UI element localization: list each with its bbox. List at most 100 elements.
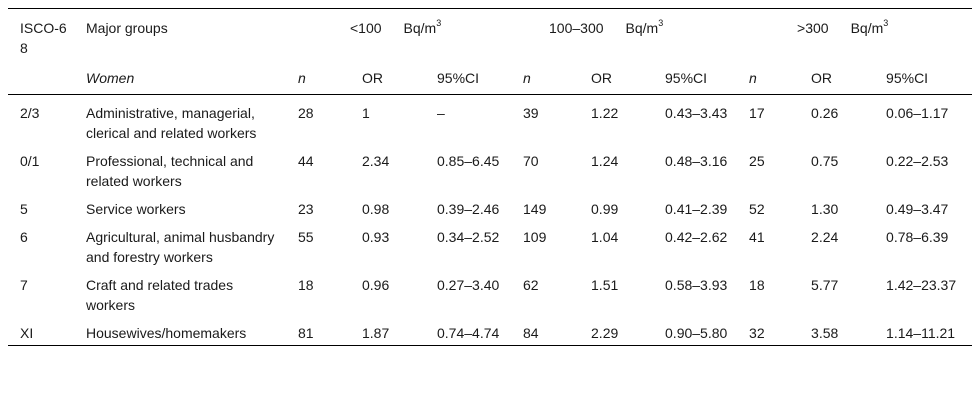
subheader-row: Women n OR 95%CI n OR 95%CI n OR 95%CI (8, 61, 973, 95)
sub-ci-2: 95%CI (653, 61, 738, 95)
cell-or-mid: 1.51 (591, 277, 619, 293)
cell-n-high: 18 (749, 277, 765, 293)
cell-n-mid: 109 (523, 229, 547, 245)
cell-or-high: 2.24 (811, 229, 839, 245)
cell-ci-low: 0.27–3.40 (437, 277, 500, 293)
cell-or-mid: 0.99 (591, 201, 619, 217)
row-code: 2/3 (20, 105, 40, 121)
table-row: 6 Agricultural, animal husbandry and fore… (8, 219, 972, 267)
cell-or-high: 3.58 (799, 315, 875, 346)
row-code: 0/1 (20, 153, 40, 169)
header-women: Women (74, 61, 286, 95)
range-high-unit: Bq/m (850, 20, 884, 36)
sub-or-2: OR (579, 61, 654, 95)
row-code: 6 (20, 229, 28, 245)
range-low-exp: 3 (436, 18, 442, 29)
cell-n-low: 55 (298, 229, 314, 245)
cell-ci-high: 1.42–23.37 (886, 277, 957, 293)
sub-n-1: n (286, 61, 350, 95)
cell-n-high: 25 (749, 153, 765, 169)
cell-or-mid: 2.29 (579, 315, 654, 346)
cell-ci-low: 0.34–2.52 (437, 229, 500, 245)
row-group: Housewives/homemakers (74, 315, 286, 346)
range-low-unit: Bq/m (403, 20, 437, 36)
range-mid-exp: 3 (658, 18, 664, 29)
cell-or-high: 0.75 (811, 153, 839, 169)
sub-or-1: OR (350, 61, 425, 95)
cell-or-low: 0.96 (362, 277, 390, 293)
header-range-high: >300 Bq/m3 (737, 9, 972, 62)
cell-or-high: 5.77 (811, 277, 839, 293)
sub-or-3: OR (799, 61, 875, 95)
table-body: 2/3 Administrative, managerial, clerical … (8, 95, 973, 346)
range-low-label: <100 (350, 20, 382, 36)
cell-or-low: 1.87 (350, 315, 425, 346)
cell-ci-mid: 0.43–3.43 (665, 105, 728, 121)
cell-ci-mid: 0.42–2.62 (665, 229, 728, 245)
cell-n-mid: 62 (523, 277, 539, 293)
sub-ci-1: 95%CI (425, 61, 512, 95)
cell-or-mid: 1.04 (591, 229, 619, 245)
row-code: 5 (20, 201, 28, 217)
header-range-mid: 100–300 Bq/m3 (511, 9, 737, 62)
cell-ci-high: 0.22–2.53 (886, 153, 949, 169)
cell-or-low: 2.34 (362, 153, 390, 169)
cell-ci-mid: 0.48–3.16 (665, 153, 728, 169)
cell-or-mid: 1.22 (591, 105, 619, 121)
row-group: Service workers (86, 201, 186, 217)
cell-or-low: 0.98 (362, 201, 390, 217)
table-row: 7 Craft and related trades workers 18 0.96 0… (8, 267, 972, 315)
cell-n-mid: 70 (523, 153, 539, 169)
cell-ci-mid: 0.41–2.39 (665, 201, 728, 217)
table-row: 5 Service workers 23 0.98 0.39–2.46 149 0.99 0.… (8, 191, 972, 219)
cell-ci-low: 0.85–6.45 (437, 153, 500, 169)
row-group: Administrative, managerial, clerical and… (86, 105, 257, 141)
sub-ci-3: 95%CI (874, 61, 973, 95)
table-row: XI Housewives/homemakers 81 1.87 0.74–4.74 84… (8, 315, 973, 346)
cell-or-high: 0.26 (811, 105, 839, 121)
cell-n-low: 44 (298, 153, 314, 169)
occupation-radon-table: ISCO-68 Major groups <100 Bq/m3 100–300 Bq… (8, 8, 973, 346)
cell-n-high: 32 (737, 315, 800, 346)
cell-or-low: 1 (362, 105, 370, 121)
cell-n-high: 52 (749, 201, 765, 217)
header-range-low: <100 Bq/m3 (286, 9, 511, 62)
cell-or-mid: 1.24 (591, 153, 619, 169)
cell-n-high: 41 (749, 229, 765, 245)
cell-ci-mid: 0.58–3.93 (665, 277, 728, 293)
header-isco: ISCO-68 (20, 20, 67, 56)
row-code: 7 (20, 277, 28, 293)
row-group: Agricultural, animal husbandry and fores… (86, 229, 275, 265)
table-row: 0/1 Professional, technical and related w… (8, 143, 972, 191)
cell-ci-high: 0.06–1.17 (886, 105, 949, 121)
range-mid-unit: Bq/m (625, 20, 659, 36)
cell-n-mid: 149 (523, 201, 547, 217)
header-major-groups: Major groups (86, 20, 168, 36)
sub-n-3: n (737, 61, 800, 95)
row-group: Craft and related trades workers (86, 277, 234, 313)
cell-ci-high: 0.78–6.39 (886, 229, 949, 245)
cell-or-low: 0.93 (362, 229, 390, 245)
cell-n-mid: 84 (511, 315, 580, 346)
cell-n-low: 18 (298, 277, 314, 293)
range-high-exp: 3 (883, 18, 889, 29)
cell-ci-low: 0.74–4.74 (425, 315, 512, 346)
row-group: Professional, technical and related work… (86, 153, 254, 189)
cell-ci-high: 1.14–11.21 (874, 315, 973, 346)
header-row: ISCO-68 Major groups <100 Bq/m3 100–300 Bq… (8, 8, 973, 62)
sub-n-2: n (511, 61, 580, 95)
cell-ci-low: 0.39–2.46 (437, 201, 500, 217)
cell-ci-low: – (437, 105, 445, 121)
range-mid-label: 100–300 (549, 20, 604, 36)
cell-ci-high: 0.49–3.47 (886, 201, 949, 217)
cell-n-low: 28 (298, 105, 314, 121)
cell-or-high: 1.30 (811, 201, 839, 217)
cell-n-high: 17 (749, 105, 765, 121)
cell-n-mid: 39 (523, 105, 539, 121)
table-row: 2/3 Administrative, managerial, clerical … (8, 95, 972, 144)
range-high-label: >300 (797, 20, 829, 36)
cell-n-low: 81 (286, 315, 350, 346)
row-code: XI (8, 315, 74, 346)
cell-ci-mid: 0.90–5.80 (653, 315, 738, 346)
